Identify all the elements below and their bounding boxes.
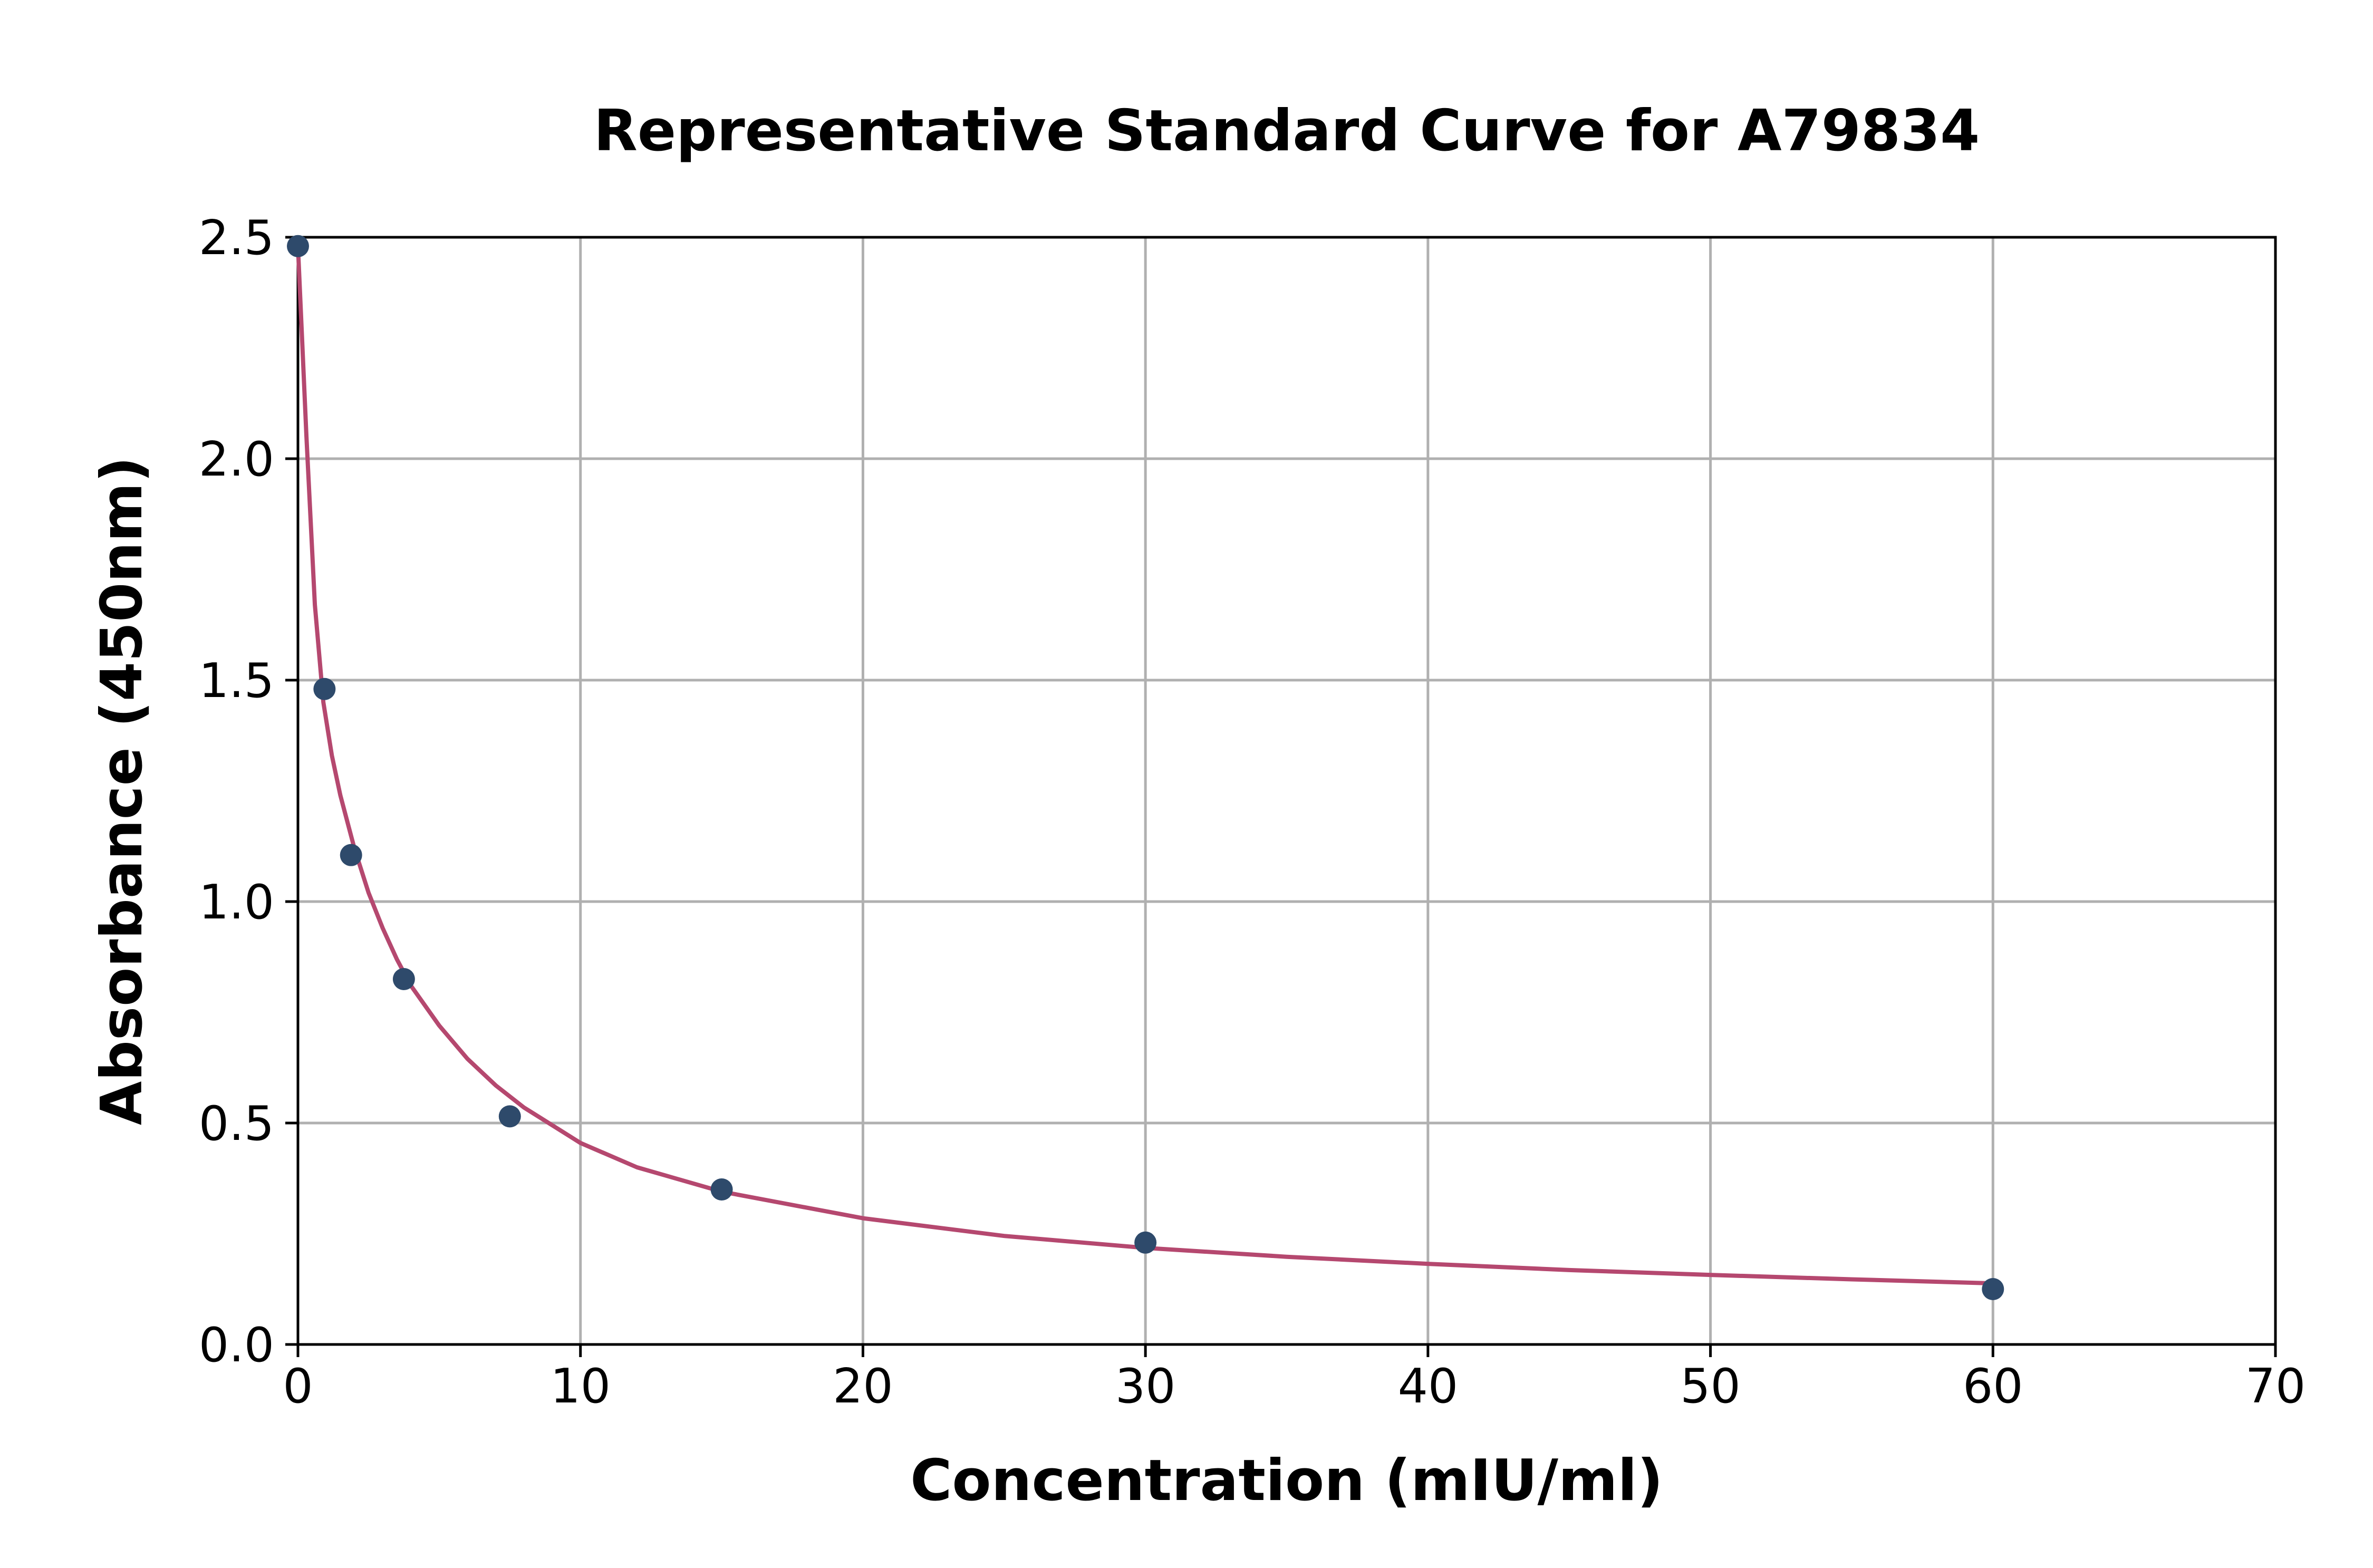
data-point [313, 677, 336, 700]
y-tick-label: 1.0 [199, 875, 274, 930]
x-axis-label: Concentration (mIU/ml) [910, 1448, 1663, 1514]
y-axis-label: Absorbance (450nm) [89, 457, 155, 1125]
data-point [498, 1105, 521, 1128]
data-point [340, 844, 362, 866]
data-point [1134, 1231, 1157, 1254]
y-tick-label: 0.5 [199, 1096, 274, 1151]
x-tick-label: 0 [283, 1359, 313, 1414]
x-tick-label: 50 [1680, 1359, 1741, 1414]
fitted-curve-line [296, 246, 1993, 1286]
x-tick-label: 10 [550, 1359, 611, 1414]
data-point [710, 1178, 733, 1201]
y-tick-label: 1.5 [199, 653, 274, 709]
y-tick-label: 2.5 [199, 210, 274, 266]
x-tick-label: 70 [2245, 1359, 2306, 1414]
grid [296, 236, 2277, 1346]
ticks: 0 10 20 30 40 50 60 70 0.0 0.5 1.0 1.5 2.0 2.5 [199, 210, 2306, 1414]
y-tick-label: 2.0 [199, 432, 274, 487]
data-point [287, 235, 309, 257]
x-tick-label: 40 [1398, 1359, 1459, 1414]
data-point [1982, 1278, 2004, 1300]
data-point [392, 968, 415, 990]
x-tick-label: 30 [1115, 1359, 1176, 1414]
x-tick-label: 60 [1963, 1359, 2023, 1414]
x-tick-label: 20 [833, 1359, 893, 1414]
plot-frame [296, 236, 2277, 1346]
y-tick-label: 0.0 [199, 1318, 274, 1373]
chart-title: Representative Standard Curve for A79834 [594, 98, 1980, 164]
data-points [287, 235, 2004, 1300]
fitted-curve-layer [296, 246, 1993, 1286]
